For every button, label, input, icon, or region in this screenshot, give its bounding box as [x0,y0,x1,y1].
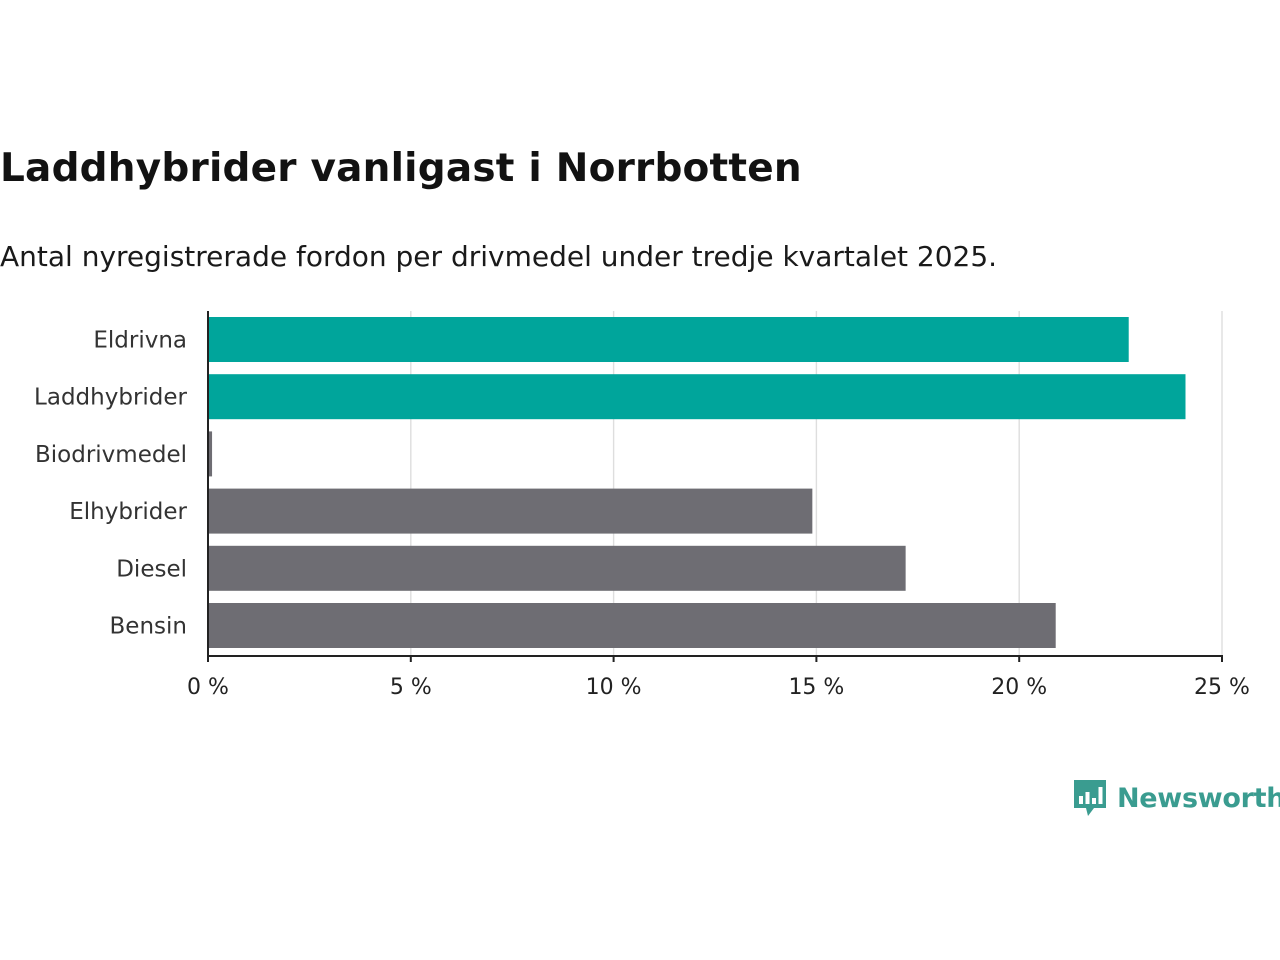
bar-eldrivna [208,317,1129,362]
bar-bensin [208,603,1056,648]
gridlines [410,311,1223,656]
x-tick-label: 10 % [586,675,642,700]
chart-title: Laddhybrider vanligast i Norrbotten [0,146,802,191]
brand-name: Newsworthy [1117,782,1280,814]
newsworthy-logo: Newsworthy [1072,776,1280,820]
bar-diesel [208,545,906,591]
chart-subtitle: Antal nyregistrerade fordon per drivmede… [0,240,998,273]
category-labels: Eldrivna Laddhybrider Biodrivmedel Elhybrid… [34,328,187,640]
bar-elhybrider [208,488,813,534]
x-tick-label: 20 % [991,675,1047,700]
category-label: Eldrivna [93,328,187,354]
x-axis: 0 % 5 % 10 % 15 % 20 % 25 % [187,311,1250,700]
x-tick-label: 0 % [187,675,229,700]
bar-chart-speech-bubble-icon [1074,780,1106,816]
bar-biodrivmedel [208,431,213,477]
x-tick-label: 5 % [390,675,432,700]
category-label: Bensin [110,614,187,640]
category-label: Biodrivmedel [35,442,187,468]
category-label: Diesel [116,556,187,582]
category-label: Elhybrider [69,499,187,525]
x-tick-label: 15 % [788,675,844,700]
bar-laddhybrider [208,374,1186,420]
x-tick-label: 25 % [1194,675,1250,700]
bars [208,317,1186,648]
bar-chart: 0 % 5 % 10 % 15 % 20 % 25 % Eldrivna Laddhybri… [34,311,1250,700]
category-label: Laddhybrider [34,385,187,411]
